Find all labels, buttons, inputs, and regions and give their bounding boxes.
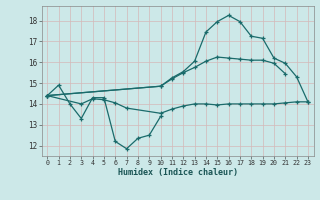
X-axis label: Humidex (Indice chaleur): Humidex (Indice chaleur) bbox=[118, 168, 237, 177]
